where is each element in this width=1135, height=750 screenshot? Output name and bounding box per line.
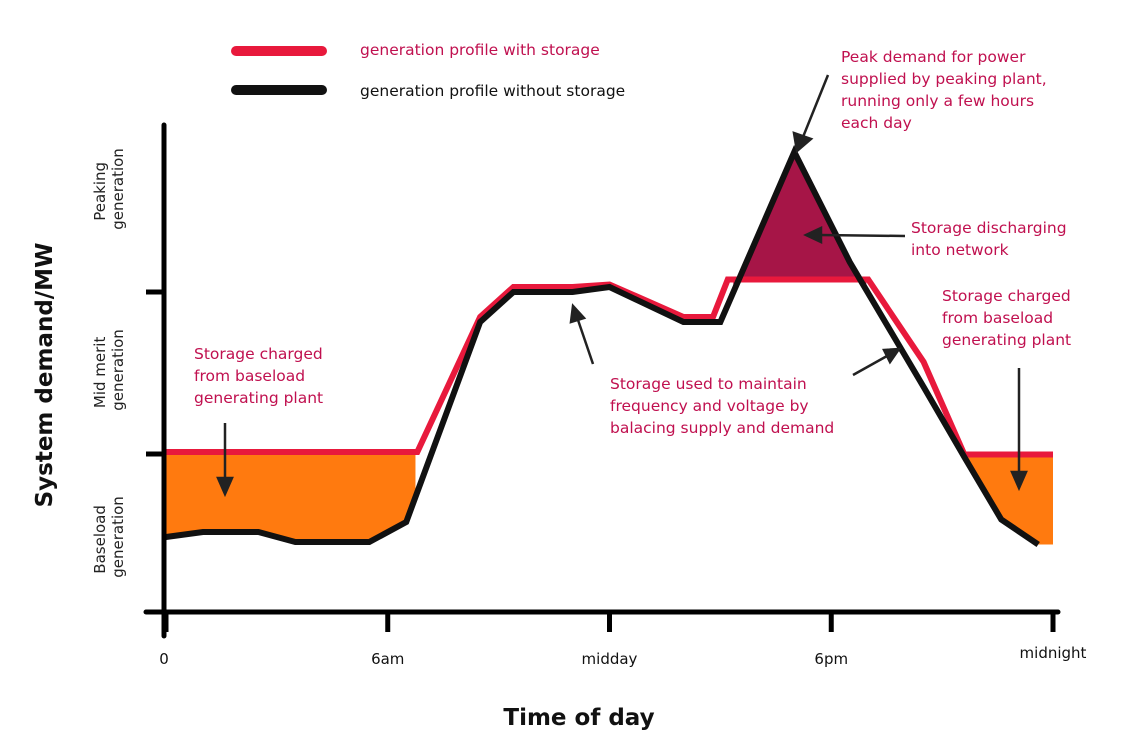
arrow-peak-head — [792, 131, 814, 154]
annotation-peak-demand: Peak demand for power supplied by peakin… — [841, 48, 1052, 132]
arrow-frequency-left — [576, 319, 595, 365]
y-band-label-mid-merit: Mid merit generation — [91, 329, 127, 411]
x-ticks: 0 6am midday 6pm midnight — [159, 612, 1087, 668]
arrow-charged-right-head — [1010, 470, 1028, 492]
x-tick-label: 0 — [159, 650, 169, 668]
x-tick-label: 6pm — [814, 650, 848, 668]
storage-region-1 — [166, 452, 416, 542]
x-tick-label: midnight — [1020, 644, 1087, 662]
annotation-charged-right: Storage charged from baseload generating… — [942, 287, 1076, 349]
series-line-without-storage — [165, 144, 1040, 547]
x-tick-label: 6am — [371, 650, 404, 668]
arrow-frequency-right-head — [882, 347, 902, 365]
annotation-arrows — [216, 74, 1028, 498]
storage-regions — [166, 152, 1053, 545]
series-line-with-storage — [166, 276, 1053, 458]
series-lines — [165, 144, 1053, 547]
arrow-discharge-head — [803, 226, 823, 244]
annotation-discharging: Storage discharging into network — [911, 219, 1071, 259]
arrow-peak — [801, 74, 830, 138]
y-band-label-peaking: Peaking generation — [91, 148, 127, 230]
storage-region-3 — [964, 454, 1053, 545]
y-axis-title: System demand/MW — [32, 243, 58, 508]
legend: generation profile with storage generati… — [231, 41, 625, 100]
arrow-frequency-left-head — [569, 303, 587, 324]
arrow-discharge — [819, 233, 906, 238]
arrow-charged-left-head — [216, 476, 234, 498]
legend-label-with-storage: generation profile with storage — [360, 41, 600, 59]
legend-label-without-storage: generation profile without storage — [360, 82, 625, 100]
annotation-frequency-voltage: Storage used to maintain frequency and v… — [610, 375, 834, 437]
x-tick-label: midday — [582, 650, 638, 668]
y-band-label-baseload: Baseload generation — [91, 496, 127, 578]
annotation-charged-left: Storage charged from baseload generating… — [194, 345, 328, 407]
axes: 0 6am midday 6pm midnight — [143, 122, 1087, 668]
storage-region-2 — [733, 152, 867, 293]
x-axis-title: Time of day — [503, 705, 654, 731]
arrow-frequency-right — [852, 354, 888, 377]
